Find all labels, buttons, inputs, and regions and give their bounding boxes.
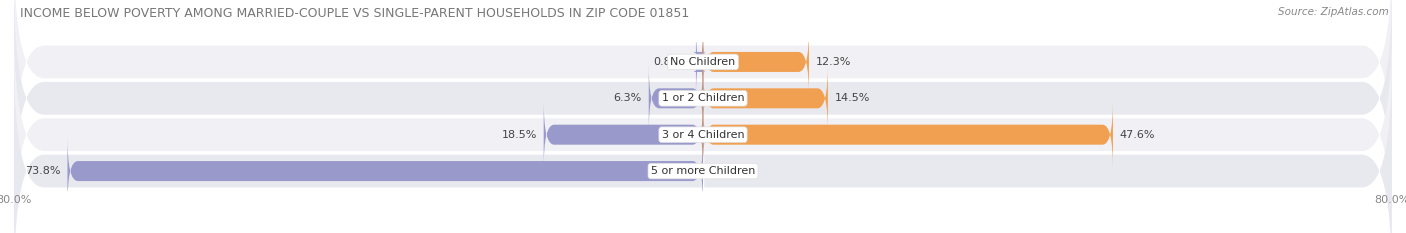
Text: 6.3%: 6.3% — [613, 93, 643, 103]
Text: 14.5%: 14.5% — [835, 93, 870, 103]
FancyBboxPatch shape — [14, 24, 1392, 233]
FancyBboxPatch shape — [703, 101, 1114, 168]
Text: 73.8%: 73.8% — [25, 166, 60, 176]
FancyBboxPatch shape — [67, 137, 703, 205]
Legend: Married Couples, Single Parents: Married Couples, Single Parents — [586, 229, 820, 233]
FancyBboxPatch shape — [703, 65, 828, 132]
Text: No Children: No Children — [671, 57, 735, 67]
FancyBboxPatch shape — [14, 0, 1392, 209]
Text: 12.3%: 12.3% — [815, 57, 851, 67]
Text: 47.6%: 47.6% — [1119, 130, 1156, 140]
FancyBboxPatch shape — [544, 101, 703, 168]
FancyBboxPatch shape — [693, 28, 706, 96]
FancyBboxPatch shape — [703, 28, 808, 96]
FancyBboxPatch shape — [14, 60, 1392, 233]
Text: 3 or 4 Children: 3 or 4 Children — [662, 130, 744, 140]
Text: 1 or 2 Children: 1 or 2 Children — [662, 93, 744, 103]
FancyBboxPatch shape — [648, 65, 703, 132]
Text: 0.82%: 0.82% — [654, 57, 689, 67]
Text: Source: ZipAtlas.com: Source: ZipAtlas.com — [1278, 7, 1389, 17]
Text: 0.0%: 0.0% — [710, 166, 738, 176]
Text: INCOME BELOW POVERTY AMONG MARRIED-COUPLE VS SINGLE-PARENT HOUSEHOLDS IN ZIP COD: INCOME BELOW POVERTY AMONG MARRIED-COUPL… — [20, 7, 689, 20]
Text: 18.5%: 18.5% — [502, 130, 537, 140]
Text: 5 or more Children: 5 or more Children — [651, 166, 755, 176]
FancyBboxPatch shape — [14, 0, 1392, 173]
